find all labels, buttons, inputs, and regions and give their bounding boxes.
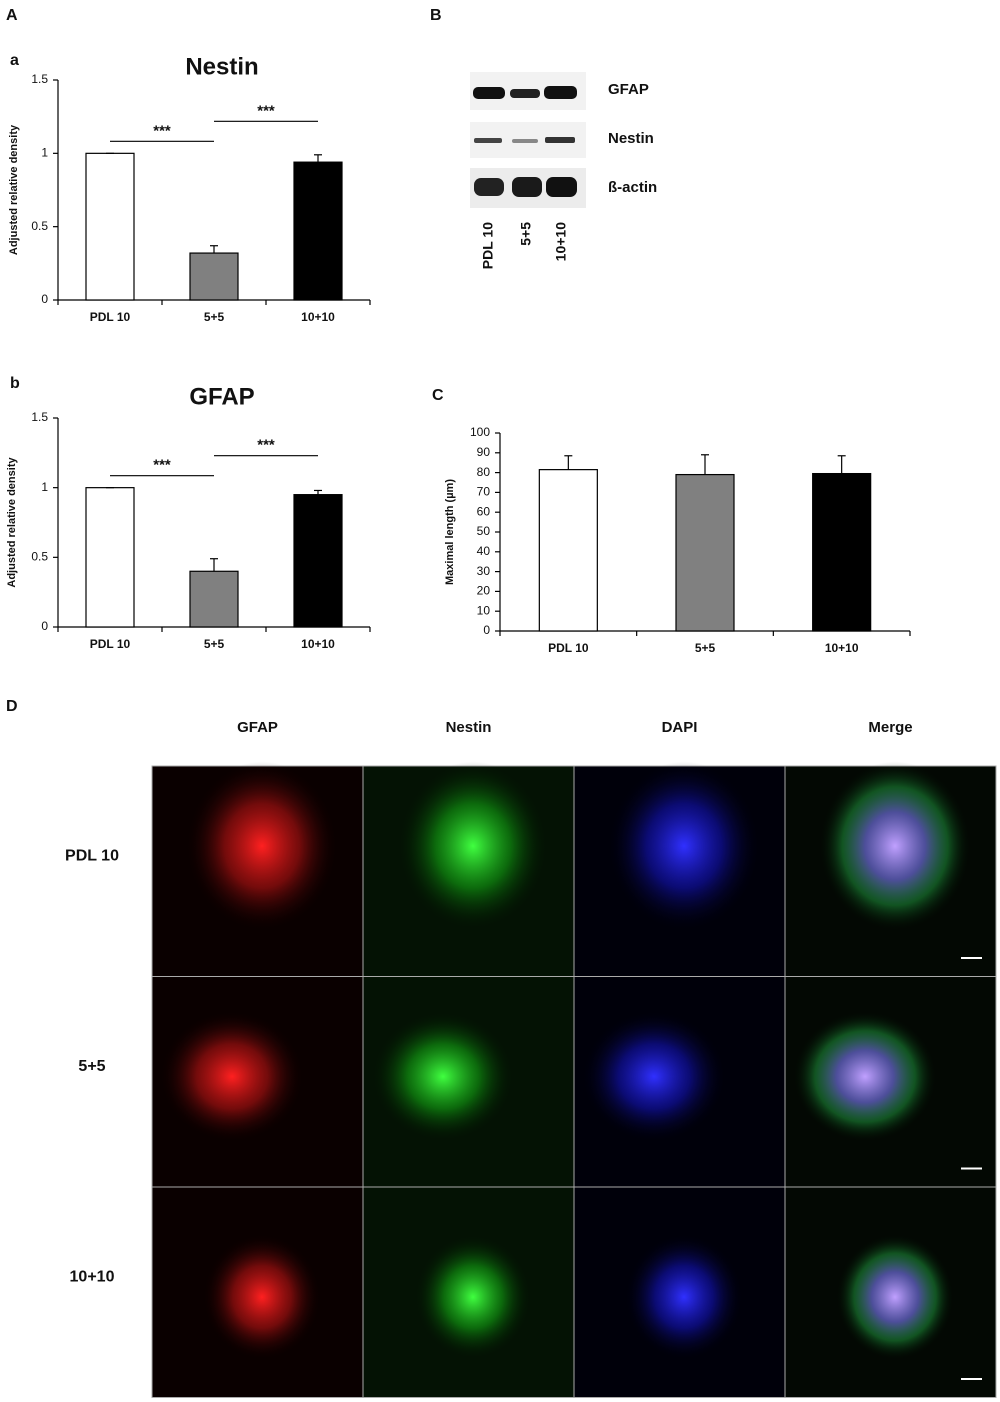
bar	[538, 469, 598, 632]
panel-label: b	[10, 375, 20, 392]
y-tick-label: 10	[477, 603, 491, 617]
micrograph-signal	[608, 761, 760, 931]
x-tick-label: PDL 10	[90, 637, 131, 651]
bar	[293, 161, 343, 301]
row-label: 5+5	[78, 1058, 105, 1075]
error-bar	[564, 455, 573, 470]
significance-label: ***	[257, 437, 275, 454]
error-bar	[837, 455, 846, 474]
micrograph-signal	[203, 1234, 321, 1360]
micrograph-signal	[160, 1011, 304, 1142]
micrograph-signal	[186, 761, 338, 931]
western-blot	[470, 72, 586, 208]
lane-label: PDL 10	[480, 222, 496, 269]
y-tick-label: 20	[477, 584, 491, 598]
y-axis-label: Adjusted relative density	[6, 457, 18, 588]
lane-label: 10+10	[553, 222, 569, 262]
y-tick-label: 90	[477, 445, 491, 459]
chart-title: GFAP	[189, 383, 254, 410]
y-tick-label: 80	[477, 465, 491, 479]
x-tick-label: PDL 10	[90, 310, 131, 324]
band-label: Nestin	[608, 130, 654, 147]
y-tick-label: 40	[477, 544, 491, 558]
y-tick-label: 1.5	[31, 72, 48, 86]
bar	[189, 252, 239, 301]
micrograph-signal	[625, 1234, 743, 1360]
column-label: Nestin	[446, 719, 492, 736]
lane-label: 5+5	[518, 222, 534, 246]
micrograph-signal	[793, 1011, 937, 1142]
panel-label: B	[430, 7, 442, 24]
y-tick-label: 0	[41, 292, 48, 306]
chart-title: Nestin	[185, 53, 258, 80]
bar	[675, 473, 735, 632]
error-bar	[210, 245, 218, 254]
y-tick-label: 1	[41, 480, 48, 494]
panel-label: a	[10, 52, 19, 69]
y-tick-label: 1.5	[31, 410, 48, 424]
significance-label: ***	[153, 122, 171, 139]
error-bar	[314, 489, 322, 495]
y-tick-label: 70	[477, 485, 491, 499]
row-label: PDL 10	[65, 848, 119, 865]
column-label: Merge	[868, 719, 912, 736]
micrograph-signal	[371, 1011, 515, 1142]
error-bar	[701, 454, 709, 475]
x-tick-label: 10+10	[301, 310, 335, 324]
x-tick-label: 5+5	[695, 641, 716, 655]
micrograph-signal	[836, 1234, 954, 1360]
panel-label: A	[6, 7, 18, 24]
row-label: 10+10	[70, 1269, 115, 1286]
y-tick-label: 0	[41, 619, 48, 633]
y-tick-label: 60	[477, 504, 491, 518]
y-tick-label: 100	[470, 425, 490, 439]
y-tick-label: 30	[477, 564, 491, 578]
x-tick-label: 10+10	[825, 641, 859, 655]
micrograph-signal	[397, 761, 549, 931]
y-tick-label: 1	[41, 146, 48, 160]
band-label: ß-actin	[608, 179, 657, 196]
band-label: GFAP	[608, 81, 649, 98]
x-tick-label: 10+10	[301, 637, 335, 651]
x-tick-label: 5+5	[204, 310, 225, 324]
significance-label: ***	[153, 457, 171, 474]
y-axis-label: Maximal length (µm)	[444, 479, 456, 585]
micrograph-signal	[582, 1011, 726, 1142]
significance-label: ***	[257, 102, 275, 119]
bar	[85, 152, 135, 301]
column-label: DAPI	[662, 719, 698, 736]
bar	[812, 472, 872, 632]
x-tick-label: PDL 10	[548, 641, 589, 655]
bar	[189, 570, 239, 628]
y-tick-label: 0.5	[31, 219, 48, 233]
y-axis-label: Adjusted relative density	[8, 124, 20, 255]
column-label: GFAP	[237, 719, 278, 736]
panel-label: D	[6, 698, 18, 715]
y-tick-label: 0	[483, 623, 490, 637]
bar	[85, 487, 135, 628]
panel-label: C	[432, 387, 444, 404]
x-tick-label: 5+5	[204, 637, 225, 651]
micrograph-signal	[414, 1234, 532, 1360]
y-tick-label: 0.5	[31, 550, 48, 564]
error-bar	[314, 154, 322, 163]
bar	[293, 494, 343, 628]
error-bar	[210, 558, 218, 572]
y-tick-label: 50	[477, 524, 491, 538]
micrograph-signal	[819, 761, 971, 931]
